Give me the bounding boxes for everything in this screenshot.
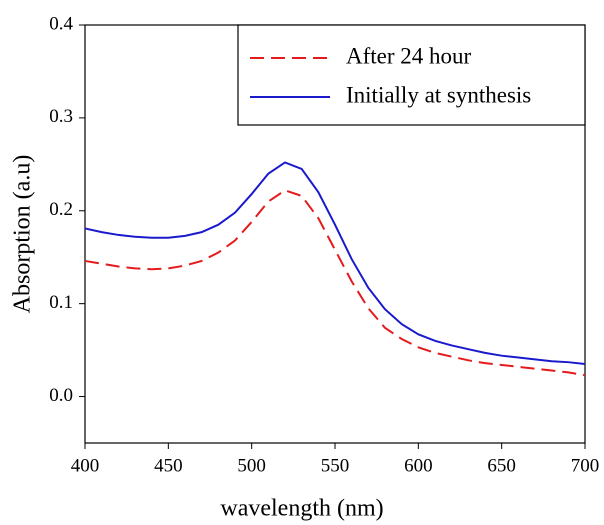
legend-box (237, 24, 586, 126)
x-axis-label: wavelength (nm) (220, 496, 383, 522)
y-axis-label: Absorption (a.u) (10, 155, 36, 314)
data-line (84, 161, 586, 366)
y-tick-label: 0.4 (49, 13, 73, 34)
legend-label: Initially at synthesis (346, 82, 531, 107)
x-tick-label: 450 (154, 455, 183, 476)
x-tick-label: 700 (571, 455, 600, 476)
x-tick-label: 400 (71, 455, 100, 476)
x-tick-label: 500 (237, 455, 266, 476)
x-tick-label: 550 (321, 455, 350, 476)
y-tick-label: 0.0 (49, 385, 73, 406)
x-tick-label: 600 (404, 455, 433, 476)
y-tick-label: 0.3 (49, 106, 73, 127)
data-line (84, 189, 586, 377)
y-tick-label: 0.2 (49, 199, 73, 220)
x-tick-label: 650 (487, 455, 516, 476)
legend-label: After 24 hour (346, 43, 472, 68)
y-tick-label: 0.1 (49, 292, 73, 313)
